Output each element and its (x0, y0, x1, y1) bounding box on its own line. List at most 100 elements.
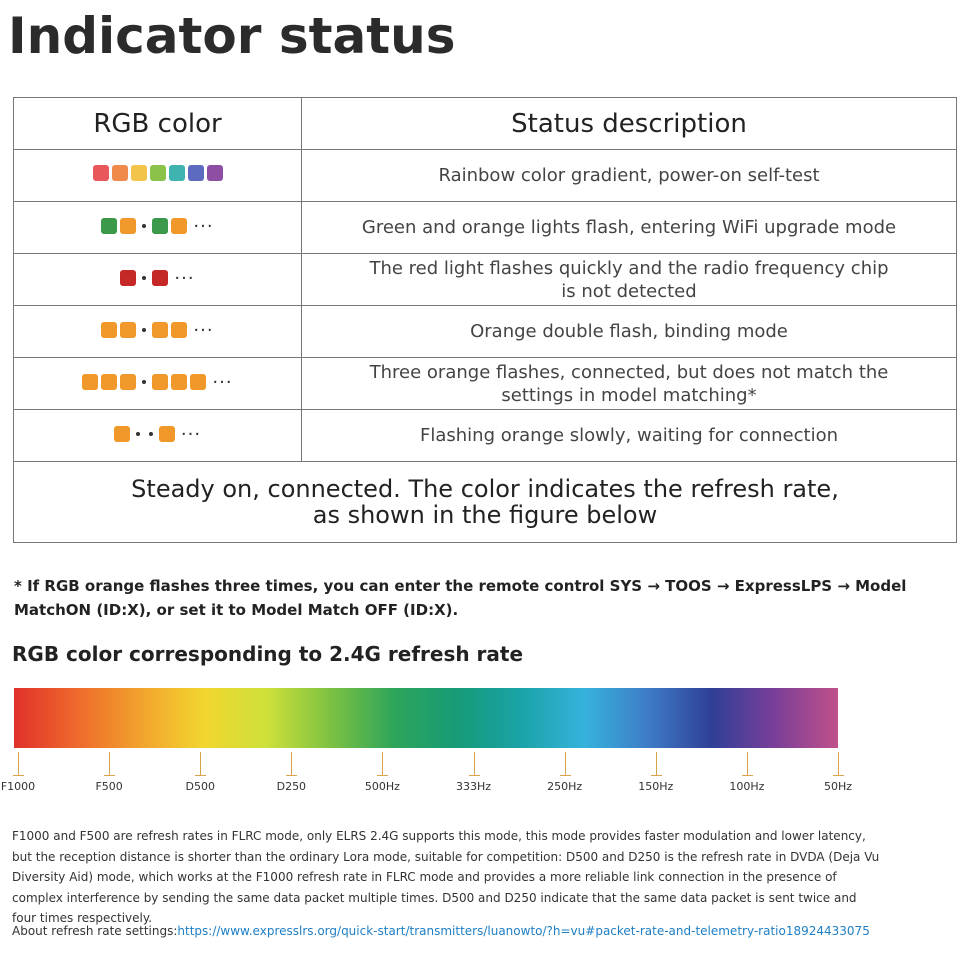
led-square (101, 322, 118, 339)
table-row: ··· Flashing orange slowly, waiting for … (13, 409, 957, 462)
steady-on-line2: as shown in the figure below (312, 501, 658, 529)
scale-tick (559, 752, 571, 776)
led-square (187, 165, 204, 181)
led-square (171, 322, 188, 339)
led-square (120, 374, 137, 391)
led-pattern (92, 165, 223, 181)
status-description: Three orange flashes, connected, but doe… (369, 361, 889, 383)
status-description-cell: Green and orange lights flash, entering … (301, 201, 957, 254)
led-square (120, 218, 137, 235)
table-row: Rainbow color gradient, power-on self-te… (13, 149, 957, 202)
led-pattern: ··· (101, 319, 213, 342)
led-pattern: ··· (113, 423, 202, 446)
table-row: ··· Green and orange lights flash, enter… (13, 201, 957, 254)
table-header-row: RGB color Status description (13, 97, 957, 150)
status-description: Flashing orange slowly, waiting for conn… (419, 425, 839, 446)
header-rgb-color: RGB color (13, 97, 302, 150)
led-pattern: ··· (82, 371, 232, 394)
led-square (152, 322, 169, 339)
led-square (190, 374, 207, 391)
separator-dot (142, 328, 147, 333)
status-description: The red light flashes quickly and the ra… (369, 257, 889, 279)
scale-label: D500 (185, 780, 215, 793)
led-square (92, 165, 109, 181)
table-body: Rainbow color gradient, power-on self-te… (13, 149, 957, 543)
about-refresh-settings: About refresh rate settings:https://www.… (12, 924, 870, 938)
led-square (101, 374, 118, 391)
color-pattern-cell: ··· (13, 253, 302, 306)
color-pattern-cell: ··· (13, 201, 302, 254)
refresh-rate-heading: RGB color corresponding to 2.4G refresh … (12, 642, 524, 666)
scale-label: 250Hz (547, 780, 583, 793)
led-square (206, 165, 223, 181)
led-square (171, 218, 188, 235)
status-description-cell: Orange double flash, binding mode (301, 305, 957, 358)
color-pattern-cell (13, 149, 302, 202)
led-square (168, 165, 185, 181)
status-description: Rainbow color gradient, power-on self-te… (438, 165, 820, 186)
led-square (149, 165, 166, 181)
color-pattern-cell: ··· (13, 305, 302, 358)
ellipsis: ··· (174, 267, 195, 289)
status-description-line2: is not detected (561, 280, 697, 302)
scale-label: D250 (276, 780, 307, 793)
scale-tick (13, 752, 24, 776)
scale-tick (833, 752, 844, 776)
led-square (82, 374, 99, 391)
status-description-line2: settings in model matching* (501, 384, 757, 406)
led-square (158, 426, 175, 443)
scale-tick (286, 752, 298, 776)
refresh-rate-gradient-bar (14, 688, 838, 748)
led-square (120, 270, 137, 287)
color-pattern-cell: ··· (13, 357, 302, 410)
status-description-cell: Three orange flashes, connected, but doe… (301, 357, 957, 410)
table-row: ··· The red light flashes quickly and th… (13, 253, 957, 306)
steady-on-line1: Steady on, connected. The color indicate… (131, 475, 839, 503)
led-square (152, 270, 169, 287)
scale-tick (104, 752, 116, 776)
page-title: Indicator status (8, 7, 456, 65)
status-description: Green and orange lights flash, entering … (361, 217, 897, 238)
scale-label: F1000 (0, 780, 36, 793)
separator-dot (148, 432, 153, 437)
ellipsis: ··· (193, 215, 214, 237)
led-square (152, 218, 169, 235)
status-description-cell: Rainbow color gradient, power-on self-te… (301, 149, 957, 202)
scale-label: 150Hz (638, 780, 674, 793)
separator-dot (142, 276, 147, 281)
led-square (101, 218, 118, 235)
led-pattern: ··· (101, 215, 213, 238)
led-pattern: ··· (120, 267, 194, 290)
model-match-note: * If RGB orange flashes three times, you… (14, 577, 907, 619)
refresh-rate-explanation: F1000 and F500 are refresh rates in FLRC… (12, 829, 880, 925)
scale-tick (377, 752, 389, 776)
about-label: About refresh rate settings: (12, 924, 178, 938)
scale-tick (468, 752, 480, 776)
separator-dot (142, 224, 147, 229)
header-status-description: Status description (301, 97, 957, 150)
led-square (113, 426, 130, 443)
scale-label: 500Hz (364, 780, 400, 793)
table-row: ··· Orange double flash, binding mode (13, 305, 957, 358)
separator-dot (142, 380, 147, 385)
scale-label: 50Hz (823, 780, 853, 793)
scale-label: 333Hz (456, 780, 492, 793)
status-description-cell: The red light flashes quickly and the ra… (301, 253, 957, 306)
ellipsis: ··· (212, 371, 233, 393)
separator-dot (135, 432, 140, 437)
scale-label: 100Hz (729, 780, 765, 793)
scale-label: F500 (95, 780, 123, 793)
ellipsis: ··· (193, 319, 214, 341)
color-pattern-cell: ··· (13, 409, 302, 462)
ellipsis: ··· (180, 423, 202, 445)
led-square (171, 374, 188, 391)
led-square (111, 165, 128, 181)
scale-tick (195, 752, 207, 776)
steady-on-cell: Steady on, connected. The color indicate… (13, 461, 957, 543)
led-square (152, 374, 169, 391)
table-footer-row: Steady on, connected. The color indicate… (13, 461, 957, 543)
status-description: Orange double flash, binding mode (470, 321, 788, 342)
indicator-status-table: RGB color Status description Rainbow col… (13, 97, 957, 543)
table-row: ··· Three orange flashes, connected, but… (13, 357, 957, 410)
refresh-settings-link[interactable]: https://www.expresslrs.org/quick-start/t… (177, 924, 870, 938)
